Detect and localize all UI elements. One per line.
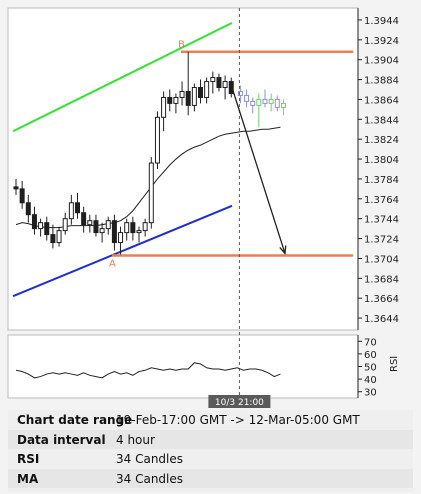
- rsi-axis-title: RSI: [389, 356, 400, 372]
- rsi-tick-label: 60: [364, 350, 377, 361]
- price-tick-label: 1.3864: [364, 95, 399, 106]
- price-tick-label: 1.3724: [364, 235, 399, 246]
- info-value: 4 hour: [116, 432, 155, 447]
- info-value: 19-Feb-17:00 GMT -> 12-Mar-05:00 GMT: [116, 413, 360, 427]
- candle-body: [228, 81, 234, 94]
- candle-body: [93, 220, 99, 234]
- candle-body: [105, 220, 111, 230]
- candle-body: [167, 96, 173, 104]
- candle-body: [191, 87, 197, 106]
- moving-average-line: [15, 126, 281, 229]
- candle-body: [130, 222, 136, 234]
- candle-body: [179, 90, 185, 98]
- info-row-interval: Data interval 4 hour: [8, 429, 413, 449]
- forecast-candle-body: [274, 98, 280, 108]
- point-b-label: B: [178, 40, 185, 51]
- candle-body: [19, 188, 25, 204]
- rsi-panel: [7, 334, 359, 399]
- candle-body: [50, 234, 56, 244]
- candle-body: [161, 96, 167, 118]
- price-tick-label: 1.3844: [364, 115, 399, 126]
- price-tick-label: 1.3664: [364, 294, 399, 305]
- candle-body: [198, 87, 203, 98]
- info-row-date-range: Chart date range 19-Feb-17:00 GMT -> 12-…: [8, 410, 413, 430]
- rsi-tick-label: 40: [364, 375, 377, 386]
- price-tick-label: 1.3804: [364, 155, 399, 166]
- candle-body: [210, 77, 216, 83]
- forecast-candle-body: [244, 94, 250, 102]
- info-value: 34 Candles: [116, 471, 184, 486]
- forecast-candle-body: [237, 90, 243, 96]
- candle-body: [87, 220, 93, 226]
- info-row-ma: MA 34 Candles: [8, 468, 413, 488]
- rsi-tick-label: 30: [364, 388, 377, 399]
- lower-channel-line: [12, 204, 233, 298]
- cursor-label-box: [208, 395, 271, 408]
- info-label: RSI: [17, 452, 40, 466]
- price-tick-label: 1.3924: [364, 36, 399, 47]
- projection-arrow-line: [231, 87, 286, 254]
- cursor-label: 10/3 21:00: [215, 398, 264, 408]
- candle-body: [124, 222, 130, 234]
- price-tick-label: 1.3784: [364, 175, 399, 186]
- price-tick-label: 1.3824: [364, 135, 399, 146]
- price-tick-label: 1.3764: [364, 195, 399, 206]
- forecast-candle-body: [280, 102, 286, 108]
- candle-body: [13, 186, 19, 190]
- info-label: MA: [17, 471, 39, 486]
- plot-area: [7, 7, 359, 331]
- rsi-line: [15, 362, 281, 379]
- candle-body: [25, 202, 31, 216]
- candle-body: [173, 96, 179, 104]
- candle-body: [38, 222, 44, 230]
- candle-body: [154, 116, 160, 164]
- candle-body: [81, 212, 87, 226]
- forecast-candle-body: [250, 100, 256, 106]
- candle-body: [148, 162, 154, 224]
- candle-body: [204, 81, 210, 98]
- price-tick-label: 1.3704: [364, 254, 399, 265]
- price-tick-label: 1.3944: [364, 16, 399, 27]
- candle-body: [136, 230, 142, 234]
- candle-body: [222, 81, 228, 89]
- candle-body: [75, 202, 80, 214]
- projection-arrow-head: [279, 245, 287, 256]
- candle-body: [99, 228, 105, 234]
- candle-body: [31, 214, 37, 230]
- info-table: Chart date range 19-Feb-17:00 GMT -> 12-…: [8, 410, 413, 492]
- info-label: Data interval: [17, 432, 106, 447]
- info-value: 34 Candles: [116, 452, 184, 466]
- candle-body: [118, 232, 124, 244]
- forecast-candle-body: [268, 98, 274, 104]
- candle-body: [44, 222, 50, 236]
- chart-canvas: 1.3944 1.3924 1.3904 1.3884 1.3864 1.3844 1.38…: [7, 7, 400, 408]
- candle-body: [68, 202, 74, 220]
- price-tick-label: 1.3904: [364, 56, 399, 67]
- price-tick-label: 1.3684: [364, 274, 399, 285]
- info-row-rsi: RSI 34 Candles: [8, 449, 413, 469]
- candle-body: [142, 222, 148, 232]
- rsi-tick-label: 70: [364, 337, 377, 348]
- info-label: Chart date range: [17, 413, 133, 427]
- candle-body: [56, 230, 62, 244]
- rsi-tick-label: 50: [364, 363, 377, 374]
- price-tick-label: 1.3744: [364, 215, 399, 226]
- price-tick-label: 1.3884: [364, 76, 399, 87]
- candle-body: [62, 218, 68, 232]
- point-a-label: A: [109, 258, 116, 269]
- upper-channel-line: [12, 22, 233, 133]
- candle-body: [185, 90, 191, 106]
- forecast-candle-body: [262, 98, 268, 104]
- price-tick-label: 1.3644: [364, 314, 399, 325]
- candle-body: [216, 77, 222, 89]
- candle-body: [111, 220, 117, 244]
- forecast-candle-body: [256, 98, 262, 106]
